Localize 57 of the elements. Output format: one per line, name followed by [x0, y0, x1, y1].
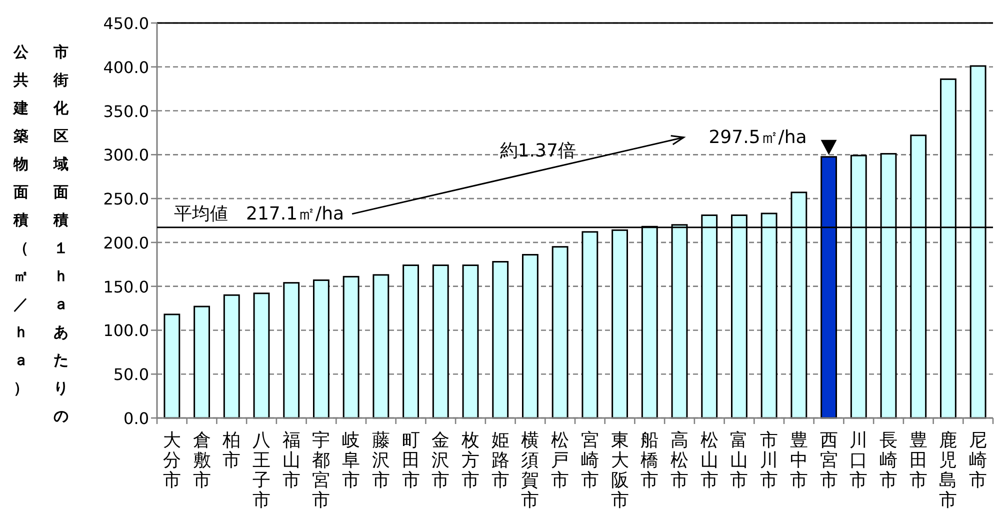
- y-tick-label: 400.0: [103, 58, 149, 77]
- x-tick-label: 宇都宮市: [312, 430, 330, 511]
- y-tick-label: 50.0: [113, 365, 149, 384]
- x-tick-label: 柏市: [222, 430, 241, 471]
- y-tick-label: 250.0: [103, 190, 149, 209]
- x-tick-label: 長崎市: [880, 430, 898, 491]
- x-tick-label: 豊中市: [790, 430, 808, 491]
- bar: [342, 276, 360, 419]
- x-tick-label: 金沢市: [432, 430, 450, 491]
- x-tick-label: 宮崎市: [580, 430, 599, 491]
- bar: [492, 261, 509, 419]
- bar: [582, 231, 598, 419]
- y-tick-label: 100.0: [103, 321, 149, 340]
- x-tick-label: 豊田市: [909, 430, 928, 491]
- x-tick-label: 松山市: [700, 430, 718, 491]
- y-tick-label: 450.0: [103, 14, 149, 33]
- bar: [552, 246, 568, 419]
- bar: [372, 274, 390, 419]
- bar: [313, 279, 330, 419]
- x-tick-label: 大分市: [162, 430, 181, 491]
- bar: [253, 292, 270, 419]
- y-axis-title: 市街化区域面積１ｈａあたりの公共建築物面積（㎡／ｈａ）: [14, 43, 68, 425]
- x-tick-label: 岐阜市: [342, 430, 360, 491]
- x-tick-label: 松戸市: [551, 430, 570, 491]
- y-tick-label: 350.0: [103, 102, 149, 121]
- x-tick-label: 川口市: [850, 430, 868, 491]
- annotation: 297.5㎡/ha: [708, 126, 807, 148]
- annotation: 約1.37倍: [500, 140, 576, 162]
- x-tick-label: 東大阪市: [610, 430, 629, 511]
- x-tick-label: 倉敷市: [192, 430, 211, 491]
- x-tick-label: 市川市: [760, 430, 778, 491]
- x-tick-label: 姫路市: [491, 430, 510, 491]
- y-tick-label: 0.0: [124, 409, 149, 428]
- x-tick-label: 富山市: [730, 430, 748, 491]
- bar: [283, 282, 300, 419]
- bar: [223, 294, 240, 419]
- x-tick-label: 横須賀市: [521, 430, 540, 511]
- x-tick-label: 尼崎市: [969, 430, 988, 491]
- x-tick-label: 高松市: [670, 430, 688, 491]
- bar: [432, 264, 449, 419]
- x-tick-label: 八王子市: [252, 430, 270, 511]
- y-tick-label: 300.0: [103, 146, 149, 165]
- bar: [194, 306, 210, 419]
- bar: [462, 264, 479, 419]
- x-tick-label: 船橋市: [640, 430, 659, 491]
- bar: [402, 264, 419, 419]
- x-tick-label: 藤沢市: [372, 430, 390, 491]
- bar: [522, 254, 538, 419]
- x-tick-label: 西宮市: [820, 430, 838, 491]
- y-tick-label: 150.0: [103, 277, 149, 296]
- x-tick-label: 町田市: [402, 430, 420, 491]
- y-tick-label: 200.0: [103, 233, 149, 252]
- x-tick-label: 福山市: [282, 430, 300, 491]
- ref-line-label: 平均値 217.1㎡/ha: [174, 203, 344, 224]
- x-tick-label: 鹿児島市: [939, 430, 958, 511]
- x-tick-label: 枚方市: [460, 430, 480, 491]
- bar: [164, 314, 180, 419]
